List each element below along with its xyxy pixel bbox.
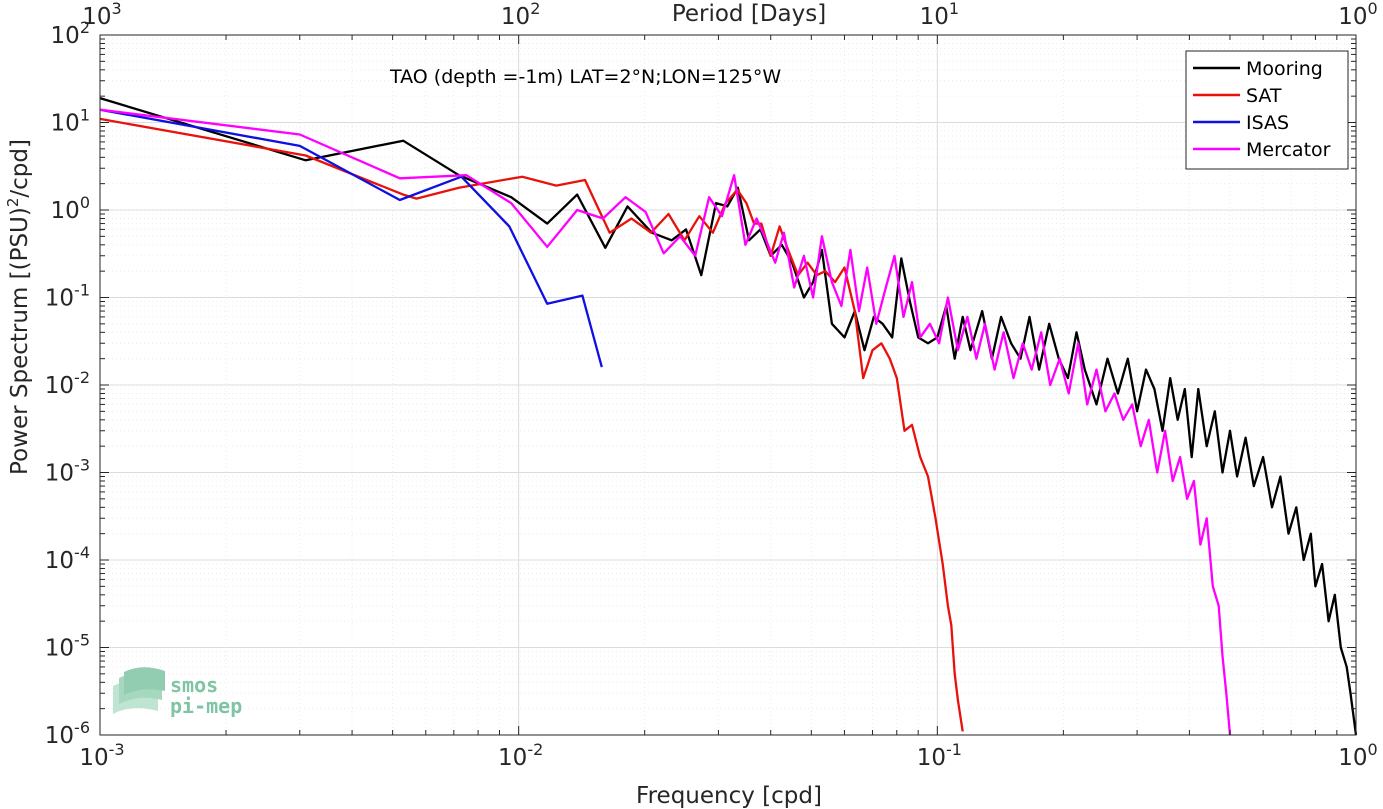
- y-tick-label: 10-6: [45, 718, 90, 749]
- y-tick-label-exponent: -1: [74, 281, 90, 300]
- y-axis-title-tail: /cpd]: [7, 139, 33, 198]
- top-tick-label: 103: [82, 0, 121, 30]
- y-tick-label: 10-4: [45, 543, 90, 574]
- top-tick-label-base: 10: [920, 4, 949, 30]
- legend: Mooring SAT ISAS Mercator: [1185, 50, 1349, 170]
- top-tick-label-exponent: 3: [112, 0, 122, 18]
- tick-marks: [99, 35, 1356, 736]
- x-tick-label-exponent: -1: [946, 740, 962, 759]
- x-tick-label: 10-2: [498, 740, 543, 771]
- y-tick-label-base: 10: [51, 198, 80, 224]
- y-tick-label: 10-2: [45, 368, 90, 399]
- major-grid: [99, 35, 1356, 736]
- y-tick-label-exponent: -3: [74, 456, 90, 475]
- top-tick-label: 102: [501, 0, 540, 30]
- series-line-mercator: [99, 108, 1232, 736]
- y-tick-label-base: 10: [51, 111, 80, 137]
- x-tick-label: 10-3: [79, 740, 124, 771]
- y-tick-label-base: 10: [45, 286, 74, 312]
- series-line-sat: [99, 117, 964, 732]
- minor-grid: [100, 35, 1356, 735]
- top-tick-label-base: 10: [82, 4, 111, 30]
- top-tick-label-exponent: 2: [530, 0, 540, 18]
- y-tick-label-exponent: 2: [80, 18, 90, 37]
- top-tick-label-exponent: 0: [1368, 0, 1378, 18]
- smos-pi-mep-logo: smos pi-mep: [113, 667, 242, 718]
- top-tick-label-base: 10: [501, 4, 530, 30]
- y-tick-label-base: 10: [45, 636, 74, 662]
- series-layer: [99, 96, 1358, 736]
- legend-label-sat: SAT: [1246, 85, 1282, 107]
- top-axis-title: Period [Days]: [672, 1, 826, 27]
- x-tick-label-exponent: 0: [1368, 740, 1378, 759]
- y-tick-label-base: 10: [45, 723, 74, 749]
- top-tick-label: 101: [920, 0, 959, 30]
- legend-label-mooring: Mooring: [1246, 58, 1323, 80]
- y-tick-label: 102: [51, 18, 90, 49]
- series-line-isas: [99, 108, 603, 368]
- y-axis-title-exponent: 2: [4, 198, 22, 208]
- y-tick-label-exponent: -5: [74, 631, 90, 650]
- logo-text-pi-mep: pi-mep: [170, 694, 242, 718]
- y-tick-label-exponent: 1: [80, 106, 90, 125]
- y-tick-label-base: 10: [51, 23, 80, 49]
- y-tick-label: 101: [51, 106, 90, 137]
- x-tick-label-base: 10: [917, 745, 946, 771]
- y-tick-label-exponent: 0: [80, 193, 90, 212]
- x-tick-label: 10-1: [917, 740, 962, 771]
- y-tick-label-base: 10: [45, 461, 74, 487]
- chart-annotation: TAO (depth =-1m) LAT=2°N;LON=125°W: [389, 66, 781, 88]
- top-tick-label-exponent: 1: [949, 0, 959, 18]
- logo-layers-icon: [113, 667, 165, 714]
- y-tick-label: 10-3: [45, 456, 90, 487]
- x-tick-label-exponent: -3: [109, 740, 125, 759]
- y-tick-label-base: 10: [45, 373, 74, 399]
- y-tick-label-base: 10: [45, 548, 74, 574]
- y-axis-title-main: Power Spectrum [(PSU): [7, 207, 33, 475]
- x-tick-label-base: 10: [79, 745, 108, 771]
- y-tick-label-exponent: -6: [74, 718, 90, 737]
- legend-label-mercator: Mercator: [1246, 139, 1331, 161]
- logo-text-smos: smos: [170, 673, 218, 697]
- y-tick-label: 10-5: [45, 631, 90, 662]
- top-tick-label: 100: [1338, 0, 1377, 30]
- y-axis-title: Power Spectrum [(PSU)2/cpd]: [4, 139, 33, 475]
- y-tick-label-exponent: -2: [74, 368, 90, 387]
- y-tick-label-exponent: -4: [74, 543, 90, 562]
- x-tick-label-exponent: -2: [527, 740, 543, 759]
- x-tick-label-base: 10: [498, 745, 527, 771]
- x-tick-label-base: 10: [1338, 745, 1367, 771]
- x-tick-label: 100: [1338, 740, 1377, 771]
- x-axis-title: Frequency [cpd]: [636, 783, 822, 809]
- legend-label-isas: ISAS: [1246, 112, 1289, 134]
- top-tick-label-base: 10: [1338, 4, 1367, 30]
- y-tick-label: 100: [51, 193, 90, 224]
- y-tick-label: 10-1: [45, 281, 90, 312]
- series-line-mooring: [99, 96, 1358, 736]
